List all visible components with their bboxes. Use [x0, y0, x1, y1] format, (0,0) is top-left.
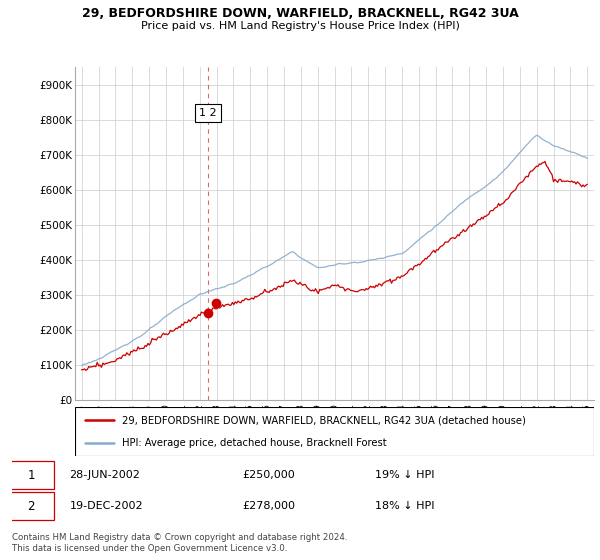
Text: 1 2: 1 2 — [199, 108, 217, 118]
Text: 28-JUN-2002: 28-JUN-2002 — [70, 470, 140, 480]
Text: 1: 1 — [27, 469, 35, 482]
Text: £278,000: £278,000 — [242, 501, 295, 511]
Text: £250,000: £250,000 — [242, 470, 295, 480]
Text: Price paid vs. HM Land Registry's House Price Index (HPI): Price paid vs. HM Land Registry's House … — [140, 21, 460, 31]
FancyBboxPatch shape — [8, 492, 54, 520]
Text: 18% ↓ HPI: 18% ↓ HPI — [375, 501, 434, 511]
Text: 29, BEDFORDSHIRE DOWN, WARFIELD, BRACKNELL, RG42 3UA: 29, BEDFORDSHIRE DOWN, WARFIELD, BRACKNE… — [82, 7, 518, 20]
FancyBboxPatch shape — [8, 461, 54, 489]
Text: 29, BEDFORDSHIRE DOWN, WARFIELD, BRACKNELL, RG42 3UA (detached house): 29, BEDFORDSHIRE DOWN, WARFIELD, BRACKNE… — [122, 416, 526, 426]
Text: Contains HM Land Registry data © Crown copyright and database right 2024.
This d: Contains HM Land Registry data © Crown c… — [12, 533, 347, 553]
Text: 2: 2 — [27, 500, 35, 512]
Text: 19% ↓ HPI: 19% ↓ HPI — [375, 470, 434, 480]
Text: 19-DEC-2002: 19-DEC-2002 — [70, 501, 143, 511]
Text: HPI: Average price, detached house, Bracknell Forest: HPI: Average price, detached house, Brac… — [122, 438, 386, 448]
